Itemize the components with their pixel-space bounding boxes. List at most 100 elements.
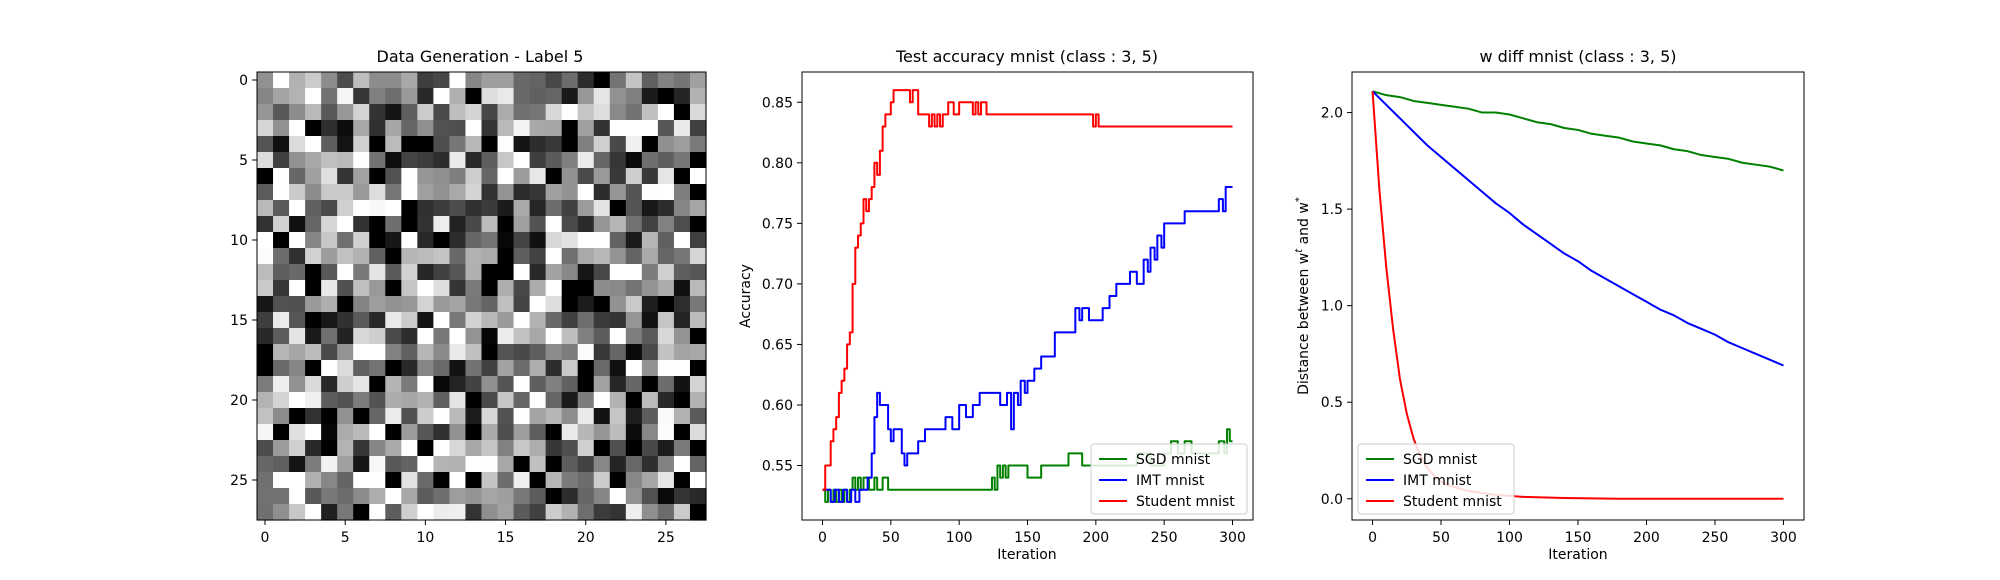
heatmap-cell xyxy=(609,264,627,281)
heatmap-cell xyxy=(353,328,370,345)
heatmap-cell xyxy=(369,72,386,89)
heatmap-cell xyxy=(529,296,547,313)
heatmap-cell xyxy=(385,376,402,393)
heatmap-cell xyxy=(401,232,418,249)
heatmap-cell xyxy=(561,328,579,345)
heatmap-cell xyxy=(657,280,675,297)
heatmap-cell xyxy=(449,200,467,217)
heatmap-cell xyxy=(385,488,402,505)
heatmap-cell xyxy=(561,152,579,169)
heatmap-cell xyxy=(369,312,386,329)
heatmap-cell xyxy=(529,504,547,521)
heatmap-cell xyxy=(353,424,370,441)
heatmap-xtick-label: 10 xyxy=(416,530,434,546)
heatmap-cell xyxy=(673,296,691,313)
heatmap-cell xyxy=(497,168,515,185)
heatmap-cell xyxy=(497,216,515,233)
heatmap-cell xyxy=(513,312,531,329)
heatmap-cell xyxy=(561,168,579,185)
heatmap-cell xyxy=(481,456,499,473)
heatmap-cell xyxy=(417,216,434,233)
heatmap-cell xyxy=(433,312,451,329)
heatmap-cell xyxy=(657,504,675,521)
heatmap-cell xyxy=(689,232,707,249)
heatmap-cell xyxy=(577,424,595,441)
heatmap-cell xyxy=(657,232,675,249)
heatmap-cell xyxy=(385,456,402,473)
wdiff-ytick-label: 0.0 xyxy=(1321,492,1343,508)
heatmap-cell xyxy=(337,120,354,137)
heatmap-cell xyxy=(513,488,531,505)
heatmap-cell xyxy=(433,120,451,137)
wdiff-series-imt-mnist xyxy=(1371,90,1784,367)
heatmap-cell xyxy=(369,280,386,297)
heatmap-cell xyxy=(401,472,418,489)
heatmap-cell xyxy=(257,360,274,377)
heatmap-cell xyxy=(353,296,370,313)
heatmap-cell xyxy=(433,136,451,153)
heatmap-cell xyxy=(673,264,691,281)
heatmap-cell xyxy=(289,440,306,457)
heatmap-cell xyxy=(545,72,563,89)
heatmap-cell xyxy=(609,472,627,489)
heatmap-cell xyxy=(385,136,402,153)
heatmap-cell xyxy=(305,440,322,457)
heatmap-cell xyxy=(305,248,322,265)
heatmap-cell xyxy=(609,360,627,377)
heatmap-cell xyxy=(433,360,451,377)
heatmap-cell xyxy=(577,376,595,393)
heatmap-cell xyxy=(529,88,547,105)
heatmap-cell xyxy=(609,120,627,137)
heatmap-cell xyxy=(481,152,499,169)
heatmap-cell xyxy=(529,120,547,137)
heatmap-cell xyxy=(673,216,691,233)
heatmap-cell xyxy=(625,408,643,425)
heatmap-cell xyxy=(529,408,547,425)
heatmap-cell xyxy=(609,344,627,361)
heatmap-xtick-label: 20 xyxy=(577,530,595,546)
heatmap-cell xyxy=(369,360,386,377)
heatmap-cell xyxy=(593,184,611,201)
heatmap-cell xyxy=(593,168,611,185)
heatmap-cell xyxy=(657,264,675,281)
heatmap-cell xyxy=(353,280,370,297)
heatmap-cell xyxy=(465,504,483,521)
heatmap-cell xyxy=(337,328,354,345)
heatmap-cell xyxy=(577,280,595,297)
heatmap-cell xyxy=(529,360,547,377)
heatmap-cell xyxy=(385,504,402,521)
heatmap-cell xyxy=(449,120,467,137)
heatmap-cell xyxy=(305,184,322,201)
heatmap-cell xyxy=(433,280,451,297)
heatmap-cell xyxy=(593,88,611,105)
heatmap-cell xyxy=(337,360,354,377)
heatmap-cell xyxy=(433,424,451,441)
heatmap-cell xyxy=(513,504,531,521)
heatmap-cell xyxy=(545,168,563,185)
heatmap-cell xyxy=(625,200,643,217)
heatmap-cell xyxy=(353,344,370,361)
heatmap-cell xyxy=(545,216,563,233)
heatmap-cell xyxy=(593,216,611,233)
heatmap-cell xyxy=(417,168,434,185)
wdiff-legend-label: Student mnist xyxy=(1403,494,1502,510)
heatmap-cell xyxy=(385,200,402,217)
heatmap-cell xyxy=(593,344,611,361)
heatmap-cell xyxy=(465,264,483,281)
heatmap-cell xyxy=(497,248,515,265)
heatmap-cell xyxy=(289,280,306,297)
heatmap-cell xyxy=(273,72,290,89)
heatmap-cell xyxy=(657,248,675,265)
heatmap-cell xyxy=(417,280,434,297)
heatmap-cell xyxy=(641,472,659,489)
heatmap-cell xyxy=(625,168,643,185)
heatmap-cell xyxy=(577,264,595,281)
heatmap-cell xyxy=(257,312,274,329)
heatmap-cell xyxy=(625,440,643,457)
heatmap-cell xyxy=(273,424,290,441)
heatmap-cell xyxy=(353,136,370,153)
heatmap-cell xyxy=(497,104,515,121)
heatmap-cell xyxy=(465,360,483,377)
heatmap-cell xyxy=(561,248,579,265)
heatmap-cell xyxy=(337,424,354,441)
